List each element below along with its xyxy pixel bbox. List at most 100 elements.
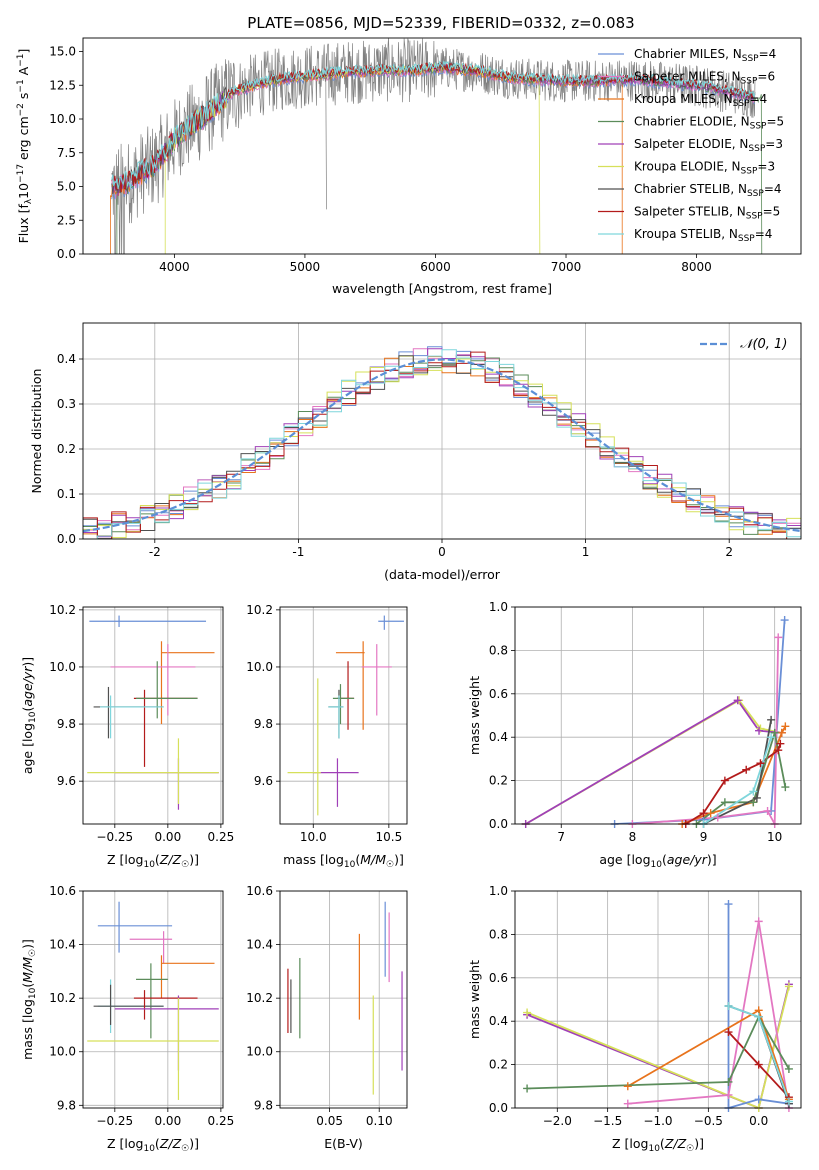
- x-tick-label: −0.5: [694, 1114, 723, 1128]
- weight-marker: [523, 1084, 532, 1093]
- x-tick-label: 0.25: [208, 1114, 235, 1128]
- x-tick-label: −0.25: [96, 1114, 133, 1128]
- y-tick-label: 9.6: [254, 774, 273, 788]
- y-axis-label-part: A: [16, 66, 31, 79]
- y-axis-label-part: −2: [16, 103, 26, 116]
- y-tick-label: 10.0: [49, 660, 76, 674]
- legend-sub: SSP: [750, 122, 767, 132]
- legend-sub: SSP: [742, 54, 759, 64]
- weight-line-salpeter_elodie: [525, 699, 782, 824]
- y-tick-label: 9.8: [254, 1098, 273, 1112]
- y-axis-label-part: −1: [16, 79, 26, 92]
- weight-marker: [774, 746, 783, 755]
- y-tick-label: 10.0: [246, 660, 273, 674]
- y-tick-label: 12.5: [49, 78, 76, 92]
- y-axis-label: mass [log10(M/M☉)]: [20, 939, 38, 1060]
- legend-main: Kroupa MILES, N: [634, 92, 733, 106]
- y-tick-label: 7.5: [57, 146, 76, 160]
- weight-marker: [724, 1002, 733, 1011]
- x-axis-label-part: ☉: [686, 1144, 694, 1154]
- y-tick-label: 0.2: [489, 774, 508, 788]
- y-tick-label: 0.4: [489, 1014, 508, 1028]
- legend-main: Kroupa ELODIE, N: [634, 160, 741, 174]
- y-axis-label-part: −1: [16, 54, 26, 67]
- y-axis-label-part: ☉: [28, 949, 38, 957]
- axes-frame: [82, 890, 224, 1109]
- y-tick-label: 10.2: [49, 603, 76, 617]
- x-axis-label-part: 10: [651, 860, 663, 870]
- legend-entry: Kroupa ELODIE, NSSP=3: [634, 160, 775, 177]
- x-axis-label: (data-model)/error: [384, 567, 501, 582]
- y-tick-label: 0.8: [489, 927, 508, 941]
- x-tick-label: 0.00: [154, 1114, 181, 1128]
- x-tick-label: 6000: [420, 260, 451, 274]
- y-tick-label: 10.0: [49, 112, 76, 126]
- axes-frame: [82, 37, 802, 255]
- age_vs_Z-plot-area: [83, 607, 223, 824]
- y-tick-label: 5.0: [57, 180, 76, 194]
- legend-main: Salpeter STELIB, N: [634, 205, 746, 219]
- y-tick-label: 9.6: [57, 774, 76, 788]
- weight-marker: [733, 696, 742, 705]
- x-tick-label: −1.5: [593, 1114, 622, 1128]
- legend-main: Chabrier ELODIE, N: [634, 115, 750, 129]
- residuals-axes: -2 -1 0 1 2 0.0 0.1 0.2 0.3 0.4 𝒩(0, 1) (data-model…: [29, 322, 802, 582]
- x-tick-label: -2: [149, 545, 161, 559]
- weight-marker: [724, 1077, 733, 1086]
- x-tick-label: 2: [725, 545, 733, 559]
- y-tick-label: 2.5: [57, 213, 76, 227]
- weight-marker: [780, 616, 789, 625]
- gaussian-curve: [83, 358, 801, 533]
- mass_vs_Z-plot-area: [83, 891, 223, 1108]
- x-axis-label-part: Z/Z: [664, 1136, 687, 1151]
- histogram-kroupa_stelib: [96, 349, 801, 539]
- y-tick-label: 0.4: [57, 352, 76, 366]
- x-axis-label-part: Z [log: [107, 1136, 143, 1151]
- x-axis-label-part: ☉: [386, 860, 394, 870]
- y-tick-label: 1.0: [489, 600, 508, 614]
- weight-marker: [749, 787, 758, 796]
- weight-marker: [754, 1012, 763, 1021]
- x-axis-label-part: age/yr: [667, 852, 708, 867]
- x-axis-label-part: )]: [394, 852, 404, 867]
- y-tick-label: 0.3: [57, 397, 76, 411]
- x-axis-label-part: )]: [694, 1136, 704, 1151]
- y-tick-label: 9.8: [57, 717, 76, 731]
- x-axis-label-part: M/M: [360, 852, 386, 867]
- x-tick-label: 0.10: [366, 1114, 393, 1128]
- legend-tail: =4: [755, 227, 773, 241]
- x-axis-label: mass [log10(M/M☉)]: [283, 852, 404, 870]
- weight_vs_Z-axes: −2.0 −1.5 −1.0 −0.5 0.0 0.0 0.2 0.4 0.6 0.8 1.0 Z […: [467, 884, 802, 1154]
- y-tick-label: 0.6: [489, 687, 508, 701]
- x-axis-label: wavelength [Angstrom, rest frame]: [332, 281, 552, 296]
- x-tick-label: 0: [438, 545, 446, 559]
- legend-entry: 𝒩(0, 1): [740, 337, 787, 352]
- axes-frame: [279, 606, 408, 825]
- x-tick-label: 10.5: [375, 830, 402, 844]
- residuals-plot-area: [83, 323, 801, 539]
- x-tick-label: 9: [700, 830, 708, 844]
- y-axis-label-part: 10: [28, 711, 38, 723]
- y-axis-label-part: 10: [16, 183, 31, 199]
- x-axis-label-part: (: [155, 1136, 160, 1151]
- y-axis-label-part: −17: [16, 164, 26, 183]
- x-tick-label: 0.0: [749, 1114, 768, 1128]
- y-axis-label-part: age [log: [20, 723, 35, 774]
- weight-marker: [713, 813, 722, 822]
- y-axis-label-part: )]: [20, 939, 35, 949]
- y-tick-label: 9.8: [254, 717, 273, 731]
- x-axis-label-part: ☉: [181, 1144, 189, 1154]
- y-axis-label-part: λ: [24, 198, 34, 204]
- x-axis-label: E(B-V): [324, 1136, 363, 1151]
- y-axis-label-part: mass [log: [20, 999, 35, 1060]
- legend-sub: SSP: [747, 189, 764, 199]
- weight-marker: [523, 1008, 532, 1017]
- legend-entry: Salpeter STELIB, NSSP=5: [634, 205, 780, 222]
- x-axis-label: age [log10(age/yr)]: [599, 852, 716, 870]
- weight-marker: [754, 917, 763, 926]
- legend-tail: =3: [757, 160, 775, 174]
- x-axis-label-part: (: [660, 1136, 665, 1151]
- y-axis-label-part: Normed distribution: [29, 369, 44, 494]
- y-tick-label: 0.0: [489, 1101, 508, 1115]
- legend-tail: =3: [765, 137, 783, 151]
